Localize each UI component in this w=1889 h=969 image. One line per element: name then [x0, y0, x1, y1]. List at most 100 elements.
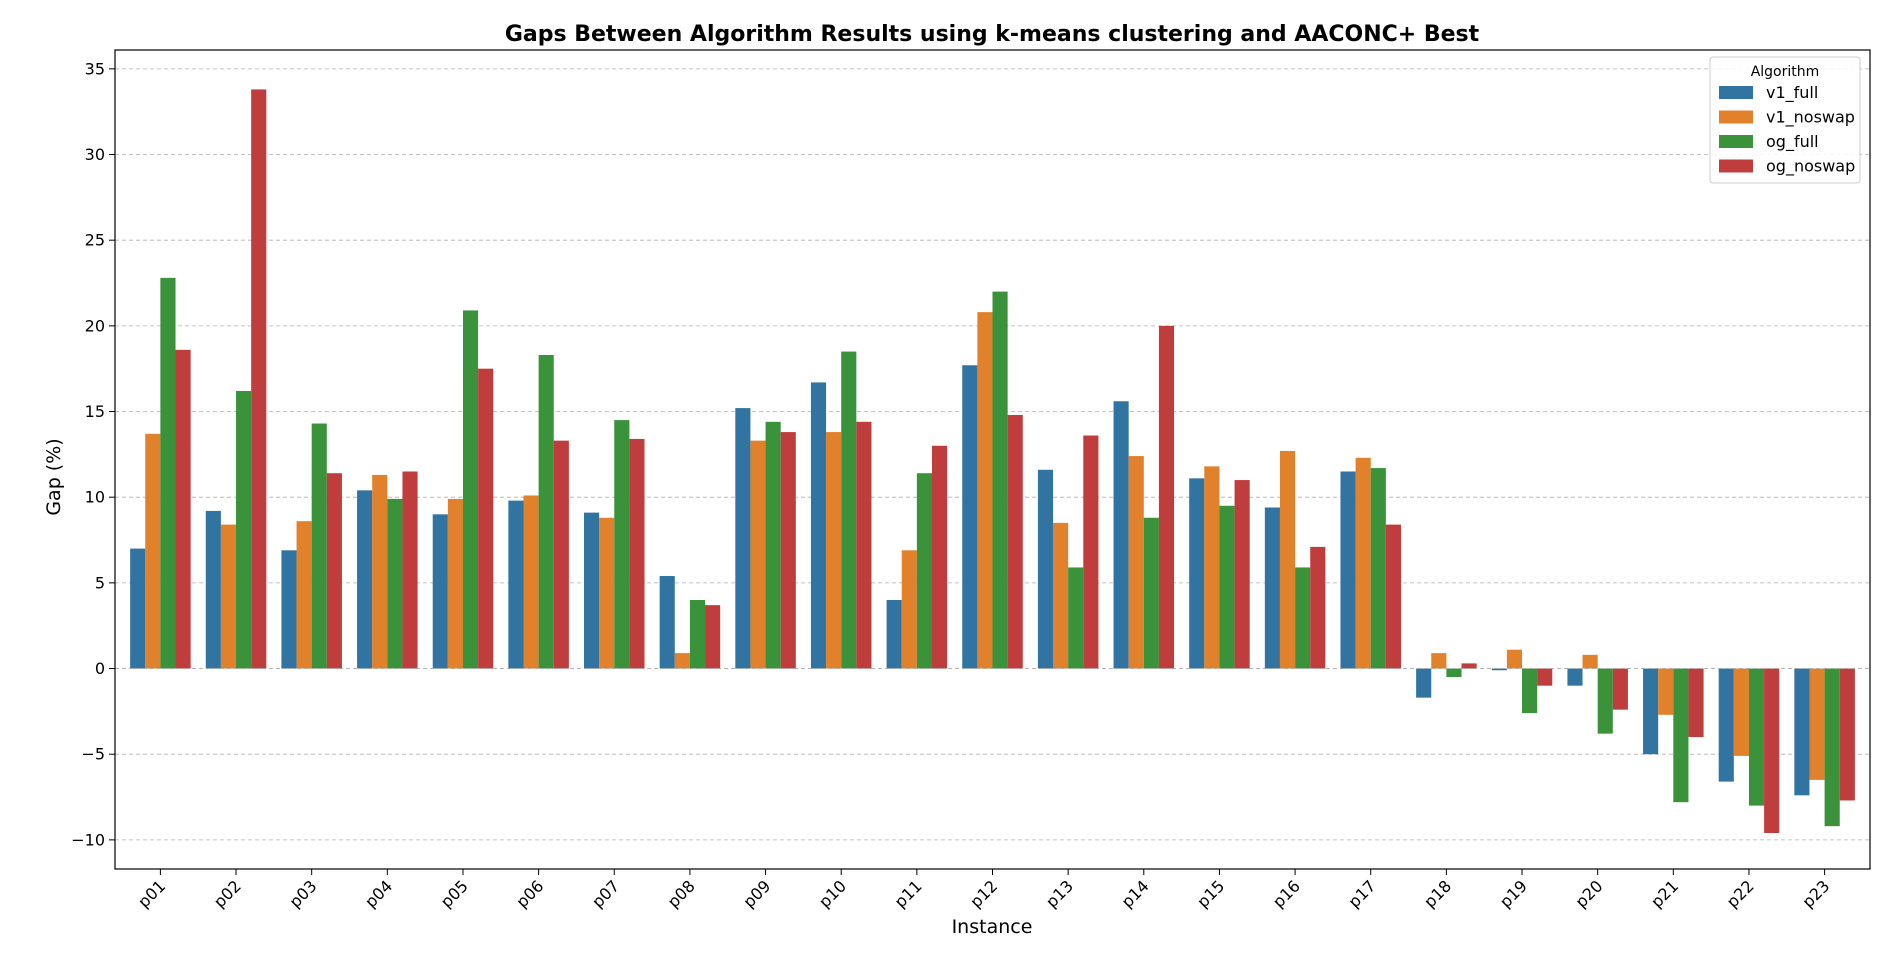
bar-og_full-p15 [1219, 505, 1235, 669]
y-tick-label: 35 [85, 59, 105, 78]
bar-v1_noswap-p14 [1128, 456, 1144, 669]
bar-v1_noswap-p16 [1279, 450, 1296, 669]
bar-v1_full-p19 [1491, 668, 1507, 671]
bar-v1_full-p13 [1037, 469, 1054, 669]
legend-title: Algorithm [1751, 64, 1820, 80]
bar-v1_full-p09 [735, 408, 751, 669]
bar-og_full-p22 [1748, 668, 1765, 806]
x-tick-label: p23 [1798, 876, 1833, 911]
bar-v1_noswap-p18 [1431, 653, 1447, 669]
bar-v1_noswap-p02 [220, 524, 237, 669]
y-tick-label: 15 [85, 402, 105, 421]
x-tick-label: p05 [437, 876, 472, 911]
bar-og_full-p06 [538, 354, 554, 669]
bar-og_full-p14 [1143, 517, 1159, 669]
x-tick-label: p14 [1118, 876, 1153, 911]
bar-v1_noswap-p22 [1733, 668, 1749, 756]
y-tick-label: 20 [85, 316, 105, 335]
bar-v1_full-p17 [1340, 471, 1356, 669]
legend-label-og_noswap: og_noswap [1766, 157, 1855, 177]
bar-v1_noswap-p01 [145, 433, 161, 669]
y-tick-label: 0 [95, 659, 105, 678]
bar-v1_noswap-p09 [750, 440, 766, 669]
bar-v1_full-p06 [508, 500, 524, 669]
legend-label-og_full: og_full [1766, 132, 1819, 152]
x-axis-label: Instance [952, 916, 1033, 938]
bar-og_noswap-p21 [1688, 668, 1704, 738]
bar-og_noswap-p06 [553, 440, 569, 669]
bar-og_noswap-p14 [1158, 325, 1175, 669]
bar-og_noswap-p05 [478, 368, 494, 669]
x-tick-label: p11 [891, 876, 926, 911]
y-tick-label: 5 [95, 573, 105, 592]
bar-og_full-p17 [1370, 468, 1386, 669]
bar-og_noswap-p17 [1385, 524, 1401, 669]
bar-og_full-p05 [462, 310, 479, 669]
bar-v1_full-p08 [659, 576, 675, 669]
bar-og_noswap-p11 [931, 445, 948, 669]
bar-og_full-p16 [1295, 567, 1311, 669]
bar-og_full-p12 [992, 291, 1008, 669]
x-tick-label: p17 [1345, 876, 1380, 911]
bar-og_noswap-p04 [402, 471, 418, 669]
bar-og_full-p09 [765, 421, 781, 669]
bar-og_full-p03 [311, 423, 327, 669]
bar-og_full-p21 [1673, 668, 1689, 803]
x-tick-label: p01 [134, 876, 169, 911]
x-tick-label: p12 [966, 876, 1001, 911]
bar-og_full-p11 [916, 473, 932, 669]
bar-og_full-p04 [387, 498, 403, 669]
legend-swatch-v1_full [1719, 86, 1753, 99]
x-tick-label: p02 [210, 876, 245, 911]
bar-v1_full-p18 [1416, 668, 1432, 698]
bar-og_noswap-p01 [175, 349, 191, 669]
x-tick-label: p19 [1496, 876, 1531, 911]
bar-v1_noswap-p08 [674, 653, 690, 669]
bar-v1_full-p07 [584, 512, 600, 669]
bar-v1_full-p23 [1794, 668, 1810, 796]
bar-og_full-p18 [1446, 668, 1462, 678]
bar-v1_noswap-p11 [901, 550, 917, 669]
bar-v1_full-p03 [281, 550, 297, 669]
bar-og_noswap-p10 [856, 421, 872, 669]
bar-v1_noswap-p04 [372, 474, 388, 669]
bar-og_noswap-p07 [629, 438, 645, 669]
legend: Algorithm v1_full v1_noswap og_full og_nosw… [1709, 56, 1861, 184]
bar-og_noswap-p02 [251, 89, 267, 669]
x-tick-label: p15 [1193, 876, 1228, 911]
bar-v1_full-p14 [1113, 401, 1129, 669]
bar-v1_full-p02 [205, 510, 221, 669]
bar-og_noswap-p03 [326, 473, 342, 669]
y-axis-label: Gap (%) [43, 438, 65, 515]
x-tick-label: p07 [588, 876, 623, 911]
y-tick-label: −5 [81, 745, 105, 764]
bar-v1_noswap-p15 [1204, 466, 1220, 669]
bar-v1_noswap-p06 [523, 495, 539, 669]
bar-v1_full-p11 [886, 599, 902, 669]
bar-og_noswap-p15 [1234, 480, 1250, 669]
bar-v1_noswap-p03 [296, 521, 312, 669]
bars [130, 89, 1855, 834]
bar-og_noswap-p09 [780, 432, 796, 669]
bar-v1_noswap-p17 [1355, 457, 1371, 669]
bar-og_noswap-p08 [705, 605, 721, 669]
bar-og_noswap-p20 [1612, 668, 1628, 710]
bar-og_noswap-p16 [1310, 546, 1326, 669]
legend-items: v1_full v1_noswap og_full og_noswap [1719, 83, 1855, 177]
y-tick-label: −10 [71, 830, 105, 849]
bar-og_full-p20 [1597, 668, 1613, 734]
chart-title: Gaps Between Algorithm Results using k-m… [505, 22, 1480, 47]
bar-v1_full-p16 [1264, 507, 1280, 669]
bar-v1_noswap-p23 [1809, 668, 1825, 780]
x-tick-label: p03 [285, 876, 320, 911]
bar-v1_full-p01 [130, 548, 146, 669]
bar-v1_noswap-p07 [599, 517, 615, 669]
legend-swatch-v1_noswap [1719, 110, 1753, 124]
bar-og_full-p19 [1522, 668, 1538, 714]
bar-v1_full-p20 [1567, 668, 1583, 686]
bar-v1_full-p12 [962, 365, 978, 669]
bar-v1_noswap-p19 [1506, 649, 1523, 669]
x-tick-label: p22 [1723, 876, 1758, 911]
bar-v1_noswap-p13 [1053, 522, 1069, 669]
legend-swatch-og_full [1719, 135, 1753, 148]
